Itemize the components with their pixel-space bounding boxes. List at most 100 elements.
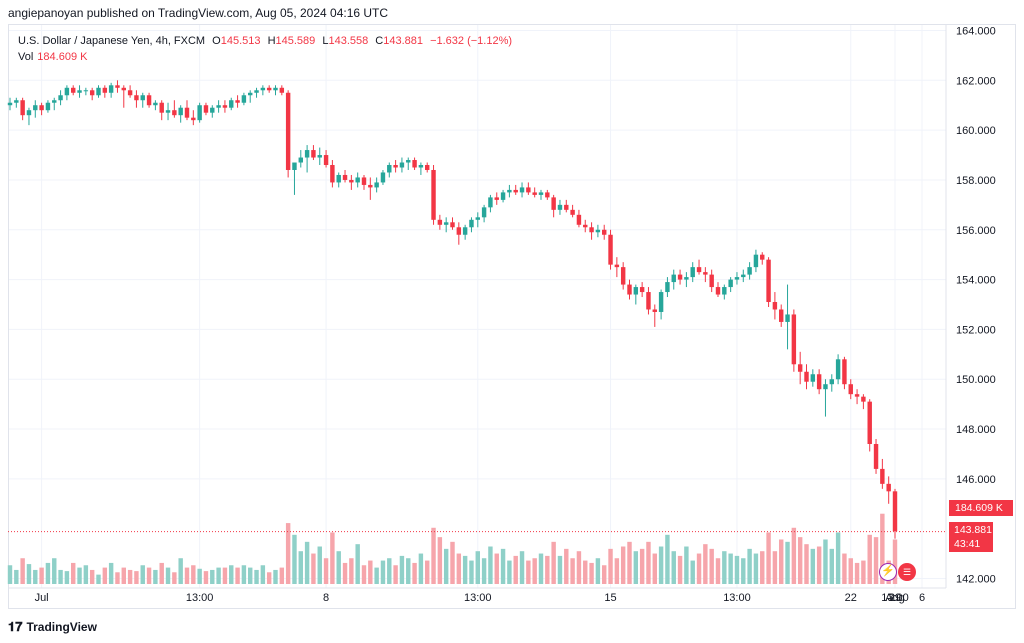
volume-bar <box>481 558 487 584</box>
candle-body <box>279 87 285 93</box>
candle-body <box>304 150 310 158</box>
volume-bar <box>873 537 879 584</box>
legend-ohlc: U.S. Dollar / Japanese Yen, 4h, FXCM O14… <box>18 33 512 49</box>
footer-brand[interactable]: 𝟏𝟕 TradingView <box>8 619 97 635</box>
volume-bar <box>715 558 721 584</box>
candle-body <box>892 491 898 532</box>
candle-body <box>545 192 550 198</box>
candle-body <box>412 160 417 168</box>
volume-bar <box>191 565 196 584</box>
volume-bar <box>538 553 544 584</box>
candle-body <box>709 274 714 288</box>
volume-bar <box>507 560 512 584</box>
candle-body <box>380 172 386 183</box>
volume-bar <box>462 555 468 584</box>
candle-body <box>450 222 455 228</box>
volume-bar <box>279 567 285 584</box>
volume-bar <box>494 553 499 584</box>
candle-body <box>797 364 803 372</box>
volume-bar <box>532 558 537 584</box>
volume-bar <box>734 555 740 584</box>
open-label: O <box>212 35 221 47</box>
candle-body <box>26 110 32 116</box>
volume-bar <box>361 565 367 584</box>
candle-body <box>349 179 354 183</box>
low-value: 143.558 <box>328 35 369 47</box>
candle-body <box>835 359 841 380</box>
volume-bar <box>235 567 240 584</box>
candle-body <box>741 274 746 278</box>
candle-body <box>108 85 114 93</box>
candle-body <box>779 309 784 322</box>
volume-bar <box>848 558 853 584</box>
candle-body <box>576 214 582 225</box>
volume-bar <box>816 546 822 584</box>
candle-body <box>665 282 670 293</box>
volume-bar <box>551 541 556 584</box>
candle-body <box>443 222 449 225</box>
candle-body <box>652 309 657 312</box>
volume-bar <box>108 562 114 584</box>
candle-body <box>311 150 316 158</box>
close-value: 143.881 <box>383 35 424 47</box>
candle-body <box>861 396 866 402</box>
volume-bar <box>595 558 601 584</box>
volume-bar <box>564 548 569 584</box>
volume-value: 184.609 K <box>37 51 88 63</box>
candle-body <box>747 267 752 275</box>
volume-bar <box>620 546 626 584</box>
candle-body <box>734 277 740 280</box>
volume-bar <box>854 562 860 584</box>
price-tick-label: 162.000 <box>956 75 996 87</box>
volume-bar <box>608 548 613 584</box>
candle-body <box>406 160 411 163</box>
candle-body <box>481 207 487 218</box>
candle-body <box>399 162 405 168</box>
candle-body <box>564 204 569 210</box>
candle-body <box>848 384 853 395</box>
candle-body <box>20 100 25 116</box>
price-tick-label: 154.000 <box>956 275 996 287</box>
lightning-icon[interactable]: ⚡ <box>879 563 897 581</box>
volume-bar <box>83 565 89 584</box>
volume-bar <box>380 560 386 584</box>
volume-bar <box>633 551 639 584</box>
candle-body <box>583 224 588 228</box>
volume-bar <box>779 539 784 584</box>
volume-bar <box>121 567 126 584</box>
candle-body <box>58 95 63 101</box>
candle-body <box>165 110 171 113</box>
volume-bar <box>880 513 885 584</box>
volume-bar <box>437 537 443 584</box>
volume-bar <box>519 551 525 584</box>
volume-bar <box>583 560 588 584</box>
volume-bar <box>418 553 424 584</box>
price-axis: 164.000 162.000 160.000 158.000 156.000 154.0… <box>9 25 996 589</box>
candle-body <box>96 87 101 96</box>
price-tick-label: 160.000 <box>956 125 996 137</box>
candle-body <box>387 165 392 173</box>
volume-bar <box>14 569 19 584</box>
volume-bar <box>488 546 493 584</box>
volume-bar <box>747 548 752 584</box>
open-value: 145.513 <box>220 35 261 47</box>
volume-bar <box>222 567 228 584</box>
volume-bar <box>639 548 645 584</box>
us-flag-icon[interactable]: ☰ <box>898 563 916 581</box>
last-price-tag: 143.881 43:41 <box>949 522 993 552</box>
volume-price-tag: 184.609 K <box>949 500 1013 516</box>
candle-body <box>639 287 645 293</box>
candlesticks <box>7 80 898 539</box>
bar-countdown: 43:41 <box>954 538 981 550</box>
volume-bar <box>431 527 436 584</box>
candle-body <box>102 87 108 93</box>
candle-body <box>89 90 95 96</box>
volume-bar <box>475 551 480 584</box>
volume-bar <box>646 541 651 584</box>
volume-bar <box>658 546 664 584</box>
candle-body <box>159 102 164 113</box>
volume-bar <box>216 567 221 584</box>
candle-body <box>507 189 512 193</box>
candle-body <box>677 274 683 280</box>
